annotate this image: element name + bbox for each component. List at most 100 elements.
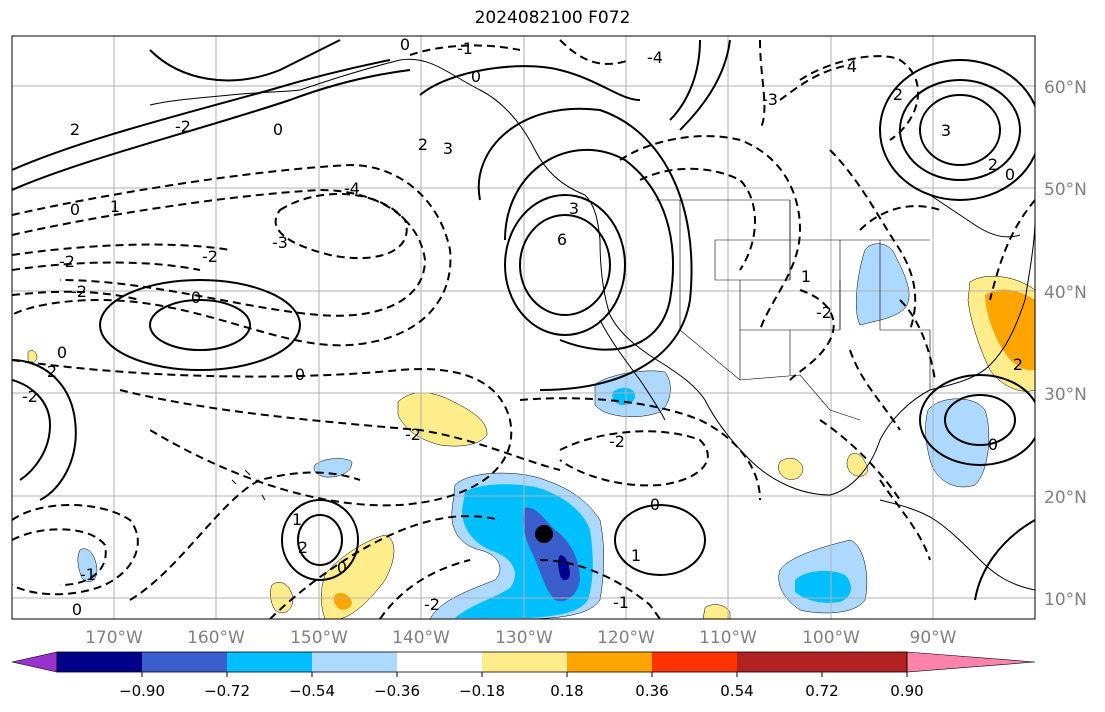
colorbar-ticks	[141, 672, 908, 677]
colorbar-tick-label: 0.54	[720, 682, 753, 700]
negative-anomaly-peak	[558, 555, 570, 581]
positive-anomaly-region	[778, 457, 804, 480]
colorbar-tick-label: −0.90	[119, 682, 165, 700]
lat-label: 30°N	[1044, 385, 1087, 405]
lon-label: 170°W	[85, 628, 143, 648]
colorbar-swatch	[312, 652, 397, 672]
contour-label: -2	[609, 432, 625, 451]
contour-label: -2	[22, 387, 38, 406]
contour-label: -3	[272, 233, 288, 252]
colorbar-tick-label: 0.90	[890, 682, 923, 700]
contour-label: -2	[202, 247, 218, 266]
political-borders	[655, 199, 931, 421]
lat-label: 20°N	[1044, 488, 1087, 508]
negative-anomaly-region	[855, 243, 910, 326]
colorbar-tick-labels: −0.90 −0.72 −0.54 −0.36 −0.18 0.18 0.36 …	[119, 682, 924, 700]
solid-contours	[12, 39, 1035, 601]
colorbar-swatch	[737, 652, 822, 672]
lon-label: 110°W	[699, 628, 757, 648]
positive-anomaly-core	[333, 592, 352, 610]
contour-label: -2	[816, 303, 832, 322]
positive-anomaly-region	[270, 582, 294, 613]
contour-label: 0	[988, 435, 998, 454]
map-title: 2024082100 F072	[474, 8, 631, 28]
contour-label: 0	[273, 120, 283, 139]
lon-label: 90°W	[910, 628, 957, 648]
contour-label: -2	[405, 425, 421, 444]
lon-label: 160°W	[187, 628, 245, 648]
lat-label: 10°N	[1044, 590, 1087, 610]
colorbar-tick-label: 0.18	[550, 682, 583, 700]
contour-label: -2	[59, 252, 75, 271]
latitude-labels: 60°N 50°N 40°N 30°N 20°N 10°N	[1044, 78, 1087, 610]
contour-labels: 0 -1 0 -4 4 2 -3 -2 2 0 3 2 2 3 -4 -3 -2…	[22, 35, 1023, 619]
positive-anomaly-region	[702, 604, 731, 619]
contour-label: 2	[988, 155, 998, 174]
contour-label: 2	[47, 362, 57, 381]
contour-label: 3	[569, 199, 579, 218]
positive-anomaly-region	[846, 453, 869, 477]
colorbar-tick-label: −0.72	[204, 682, 250, 700]
lon-label: 120°W	[597, 628, 655, 648]
colorbar-extend-right	[906, 651, 1036, 673]
contour-label: 0	[400, 35, 410, 54]
lon-label: 150°W	[290, 628, 348, 648]
contour-label: 2	[1013, 355, 1023, 374]
lon-label: 140°W	[392, 628, 450, 648]
colorbar-swatch	[397, 652, 482, 672]
lat-label: 40°N	[1044, 283, 1087, 303]
dashed-contours	[12, 39, 1035, 619]
contour-label: -1	[80, 565, 96, 584]
contour-label: 0	[191, 288, 201, 307]
colorbar-tick-label: 0.72	[805, 682, 838, 700]
lon-label: 100°W	[802, 628, 860, 648]
contour-label: -1	[457, 39, 473, 58]
contour-label: 1	[292, 510, 302, 529]
lat-label: 50°N	[1044, 180, 1087, 200]
contour-label: 3	[443, 139, 453, 158]
contour-label: -2	[71, 282, 87, 301]
positive-anomaly-core	[985, 289, 1035, 371]
contour-label: 0	[57, 343, 67, 362]
coastlines	[149, 58, 1035, 591]
colorbar-swatch	[822, 652, 907, 672]
lon-label: 130°W	[495, 628, 553, 648]
contour-label: 0	[72, 600, 82, 619]
contour-label: -2	[424, 595, 440, 614]
contour-label: -4	[647, 48, 663, 67]
contour-label: 3	[941, 121, 951, 140]
contour-label: 4	[847, 57, 857, 76]
contour-label: 1	[801, 267, 811, 286]
colorbar-tick-label: −0.18	[459, 682, 505, 700]
graticule	[12, 36, 1035, 619]
lat-label: 60°N	[1044, 78, 1087, 98]
contour-label: 1	[631, 546, 641, 565]
contour-label: 0	[650, 495, 660, 514]
contour-label: 2	[70, 120, 80, 139]
colorbar-tick-label: −0.36	[374, 682, 420, 700]
colorbar-swatch	[227, 652, 312, 672]
colorbar: −0.90 −0.72 −0.54 −0.36 −0.18 0.18 0.36 …	[11, 651, 1036, 700]
contour-label: 0	[70, 200, 80, 219]
location-marker	[535, 525, 553, 543]
colorbar-swatch	[652, 652, 737, 672]
colorbar-extend-left	[11, 651, 58, 673]
contour-label: 0	[471, 67, 481, 86]
contour-label: 0	[337, 558, 347, 577]
colorbar-swatch	[567, 652, 652, 672]
contour-label: 2	[298, 538, 308, 557]
colorbar-swatch	[57, 652, 142, 672]
contour-label: 6	[557, 230, 567, 249]
contour-label: -2	[175, 117, 191, 136]
map-plot-area: 0 -1 0 -4 4 2 -3 -2 2 0 3 2 2 3 -4 -3 -2…	[12, 35, 1035, 619]
contour-label: -3	[762, 90, 778, 109]
negative-anomaly-core	[795, 570, 852, 603]
contour-label: -1	[613, 593, 629, 612]
colorbar-tick-label: −0.54	[289, 682, 335, 700]
longitude-labels: 170°W 160°W 150°W 140°W 130°W 120°W 110°…	[85, 628, 957, 648]
colorbar-swatch	[482, 652, 567, 672]
map-frame	[11, 35, 1036, 620]
contour-label: 0	[295, 365, 305, 384]
colorbar-swatch	[142, 652, 227, 672]
contour-label: 2	[418, 135, 428, 154]
